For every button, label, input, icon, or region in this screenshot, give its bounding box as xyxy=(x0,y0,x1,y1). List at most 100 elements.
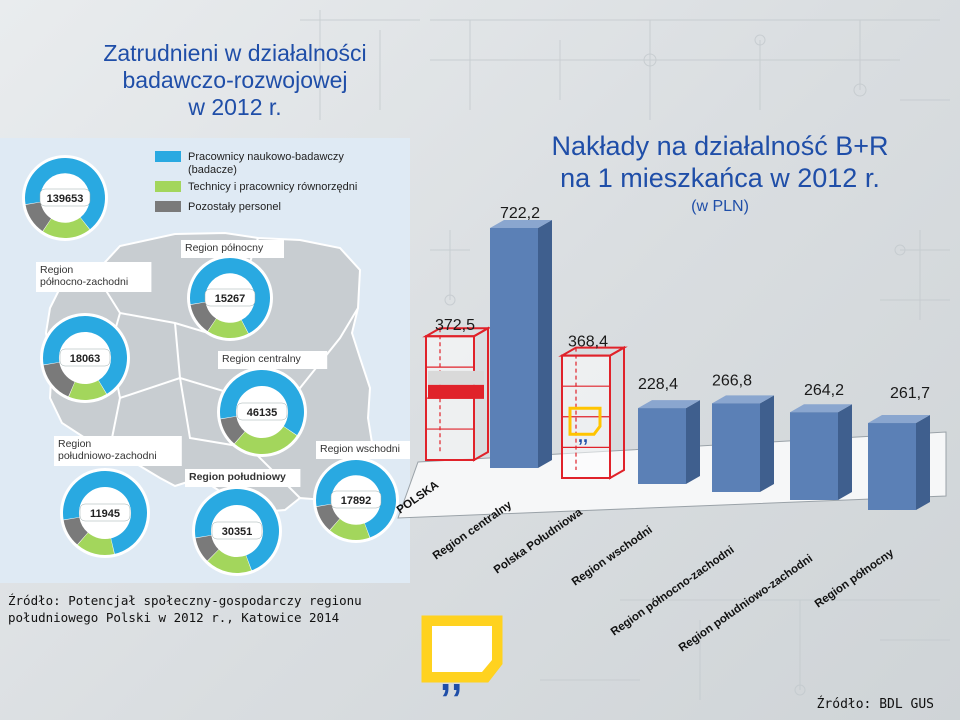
donut-slice xyxy=(68,380,107,400)
left-title-line3: w 2012 r. xyxy=(188,94,282,120)
donut-total-box xyxy=(79,503,131,522)
donut-total-box xyxy=(204,288,256,307)
region-name: południowo-zachodni xyxy=(58,450,157,462)
region-donut: 139653 xyxy=(22,155,108,241)
donut-slice xyxy=(316,460,396,538)
region-name: Region wschodni xyxy=(320,443,400,455)
donut-slice xyxy=(43,217,90,238)
region-logo-icon xyxy=(568,406,602,436)
source-left-line1: Źródło: Potencjał społeczny-gospodarczy … xyxy=(8,593,362,608)
donut-total-box xyxy=(236,402,288,421)
bar-top xyxy=(638,400,700,409)
donut-slice xyxy=(190,258,270,334)
donut-slice xyxy=(234,426,297,454)
chart-title-line1: Nakłady na działalność B+R xyxy=(551,131,889,161)
donut-slice xyxy=(195,489,279,571)
left-title: Zatrudnieni w działalności badawczo-rozw… xyxy=(60,40,410,121)
donut-slice xyxy=(207,549,252,573)
region-label-box xyxy=(218,351,328,369)
category-label: Polska Południowa xyxy=(492,506,585,576)
legend-swatch xyxy=(155,151,181,162)
bar-value-label: 266,8 xyxy=(712,372,752,389)
bar-top xyxy=(790,404,852,413)
bar-top xyxy=(868,415,930,424)
bar-value-label: 722,2 xyxy=(500,205,540,222)
category-label: Region wschodni xyxy=(570,524,655,588)
poland-map: Pracownicy naukowo-badawczy(badacze) Tech… xyxy=(22,151,410,576)
region-name: Region północny xyxy=(185,242,264,254)
left-title-line2: badawczo-rozwojowej xyxy=(122,67,348,93)
donut-slice xyxy=(195,535,219,561)
svg-text:,,: ,, xyxy=(440,655,462,699)
donut-total: 15267 xyxy=(215,293,246,305)
bar: 264,2 xyxy=(790,382,852,500)
donut-slice xyxy=(63,471,147,554)
region-label-box xyxy=(316,441,410,459)
bar-value-label: 228,4 xyxy=(638,376,678,393)
legend-swatch xyxy=(155,181,181,192)
left-title-line1: Zatrudnieni w działalności xyxy=(103,40,367,66)
donut-slice xyxy=(77,532,115,555)
bar: ,, 368,4 xyxy=(558,334,628,480)
legend-label-line2: (badacze) xyxy=(188,164,237,176)
legend-label: Pracownicy naukowo-badawczy xyxy=(188,151,344,163)
flag-white xyxy=(428,370,484,385)
donut-slice xyxy=(63,517,88,545)
donut-total: 17892 xyxy=(341,495,372,507)
region-donut: 30351 Region południowy xyxy=(185,469,301,576)
legend: Pracownicy naukowo-badawczy(badacze) Tech… xyxy=(155,151,357,213)
donut-slice xyxy=(220,370,305,436)
region-label-box xyxy=(181,240,284,258)
donut-total-box xyxy=(211,521,263,540)
category-label: Region północny xyxy=(813,547,897,611)
region-donut: 46135 Region centralny xyxy=(217,351,328,457)
chart-title-line2: na 1 mieszkańca w 2012 r. xyxy=(560,163,880,193)
bar-side xyxy=(686,400,700,484)
region-name: Region xyxy=(58,438,91,450)
flag-red xyxy=(428,384,484,399)
bar-front xyxy=(638,408,686,484)
bar-value-label: 261,7 xyxy=(890,385,930,402)
donut-slice xyxy=(208,318,249,338)
donut-slice xyxy=(330,518,370,540)
bar-value-label: 368,4 xyxy=(568,334,608,351)
region-donuts: 139653 15267 Region północny 18063Regionpół… xyxy=(22,155,410,576)
region-label-box xyxy=(185,469,301,487)
donut-total-box xyxy=(330,490,382,509)
quote-icon: ,, xyxy=(578,426,588,446)
source-right: Źródło: BDL GUS xyxy=(816,697,934,712)
donut-slice xyxy=(190,302,217,332)
region-donut: 15267 Region północny xyxy=(181,240,284,341)
donut-total-box xyxy=(59,348,111,367)
legend-label: Pozostały personel xyxy=(188,201,281,213)
bar-front xyxy=(868,423,916,510)
bar: 266,8 xyxy=(712,372,774,492)
donut-slice xyxy=(220,416,245,444)
bar-side xyxy=(538,220,552,468)
region-label-box xyxy=(54,436,182,466)
region-name: Region południowy xyxy=(189,471,286,483)
donut-total-box xyxy=(39,188,91,207)
logo: ,, xyxy=(421,615,503,699)
map-panel: Pracownicy naukowo-badawczy (badacze) Tech… xyxy=(0,138,410,583)
donut-total: 139653 xyxy=(47,193,84,205)
bar: 722,2 xyxy=(490,205,552,468)
bar: 228,4 xyxy=(638,376,700,484)
chart-subtitle: (w PLN) xyxy=(691,198,749,215)
donut-slice xyxy=(25,202,52,232)
bar-front xyxy=(490,228,538,468)
donut-slice xyxy=(25,158,106,230)
bar-side xyxy=(609,345,625,480)
donut-total: 46135 xyxy=(247,407,278,419)
bar-top xyxy=(490,220,552,228)
bar-side xyxy=(916,415,930,510)
donut-total: 30351 xyxy=(222,526,253,538)
region-name: Region xyxy=(40,264,73,276)
donut-slice xyxy=(43,362,75,397)
bar-value-label: 264,2 xyxy=(804,382,844,399)
bar: 372,5 xyxy=(422,317,492,462)
